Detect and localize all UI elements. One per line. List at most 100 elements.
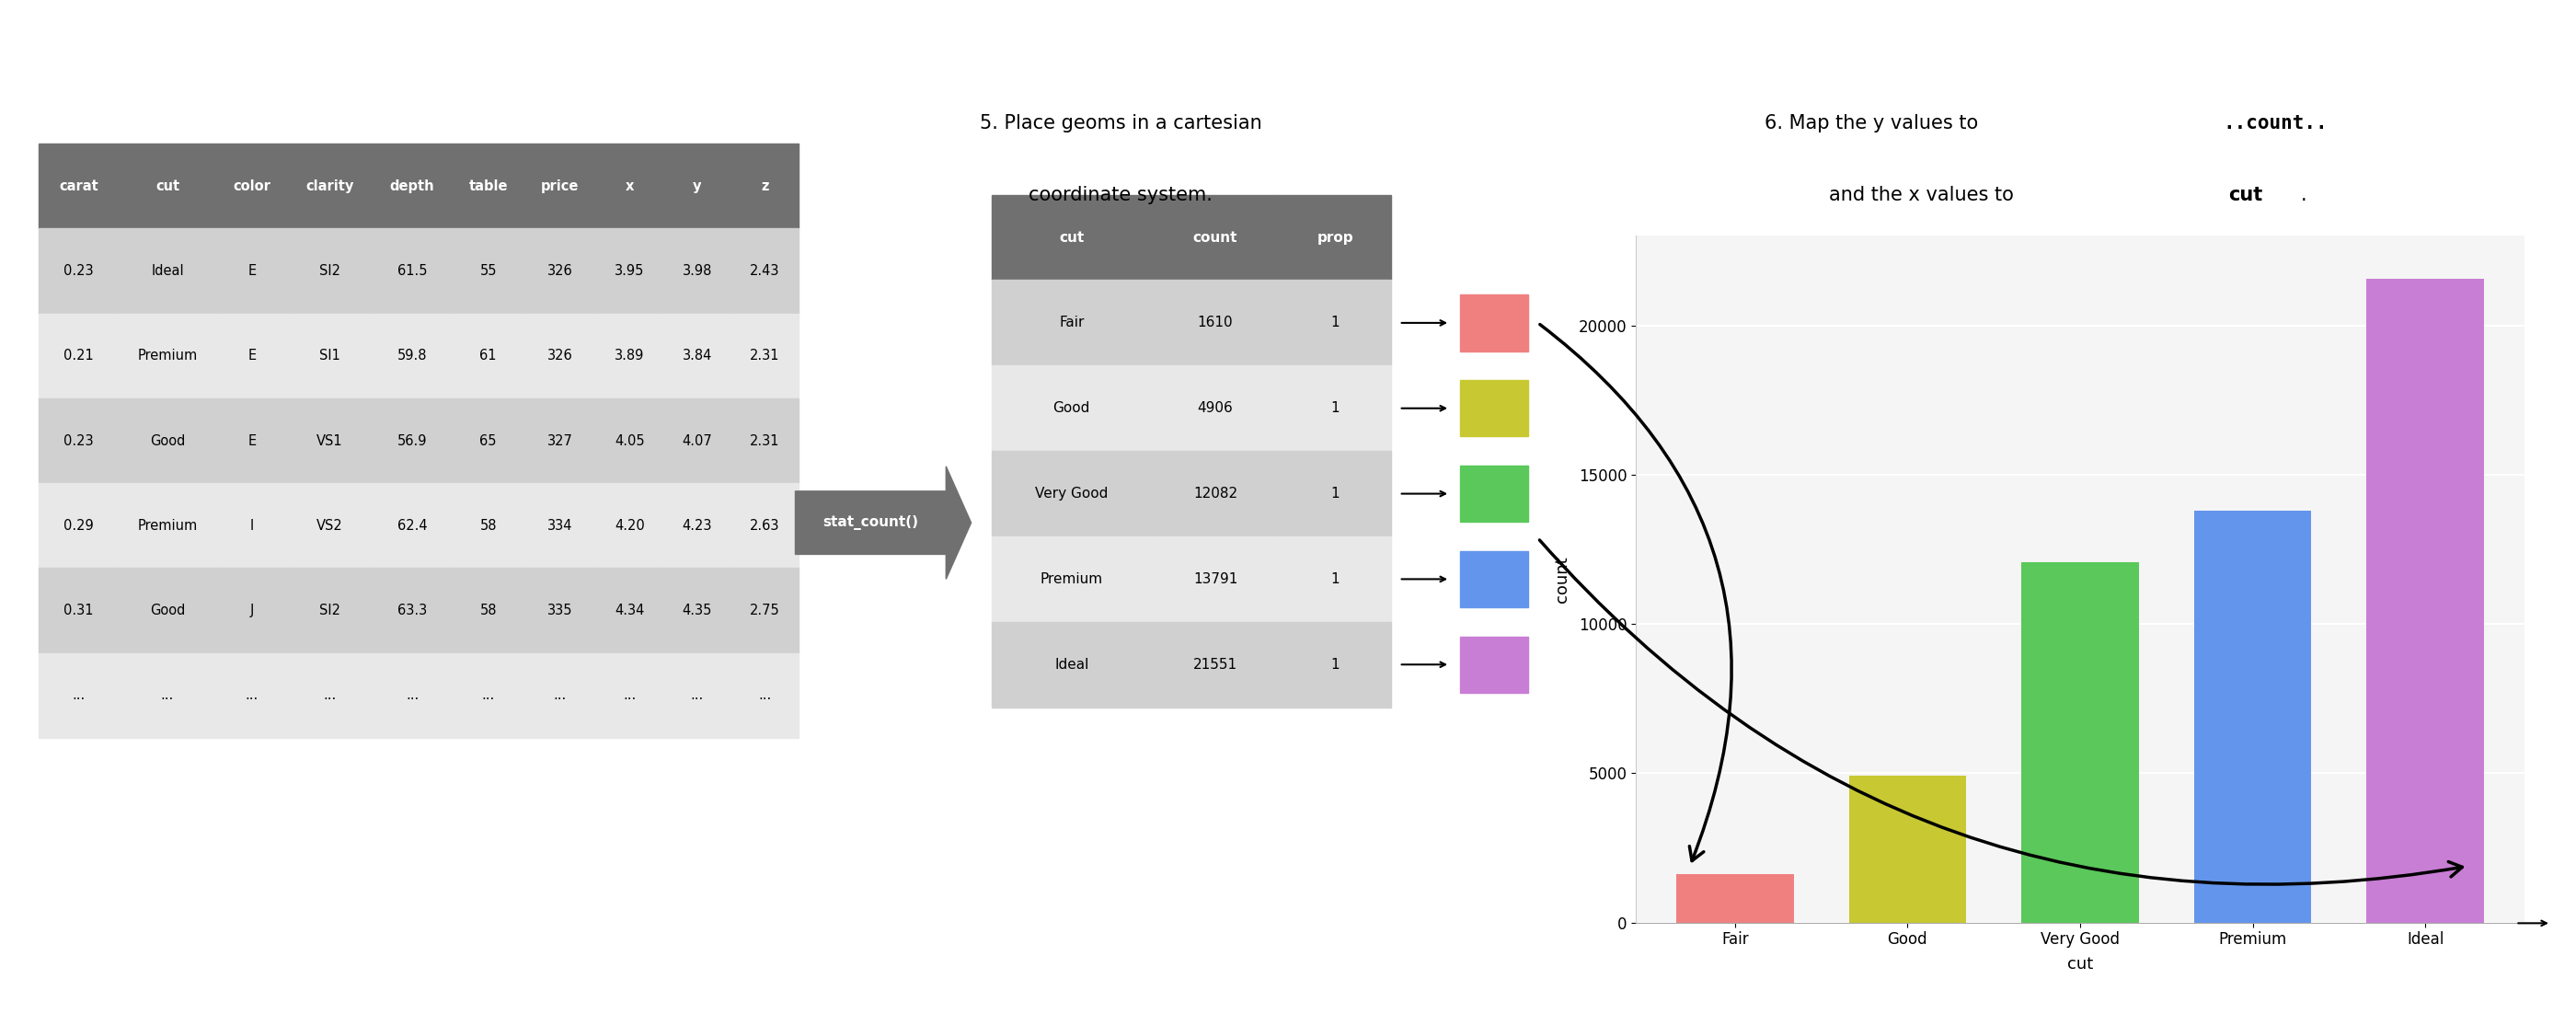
Bar <box>216 399 289 483</box>
Bar <box>992 536 1151 622</box>
Text: 56.9: 56.9 <box>397 434 428 448</box>
Text: 0.31: 0.31 <box>64 604 93 617</box>
Text: 2.43: 2.43 <box>750 264 781 278</box>
Text: 0.29: 0.29 <box>64 519 93 533</box>
Bar <box>523 653 595 738</box>
Text: 55: 55 <box>479 264 497 278</box>
Bar <box>732 399 799 483</box>
Text: 61.5: 61.5 <box>397 264 428 278</box>
Bar <box>992 622 1151 707</box>
Bar <box>665 144 732 229</box>
Bar <box>992 280 1151 366</box>
Text: 2.75: 2.75 <box>750 604 781 617</box>
Text: 63.3: 63.3 <box>397 604 428 617</box>
Text: cut: cut <box>2228 186 2262 204</box>
Text: depth: depth <box>389 179 435 193</box>
Bar <box>453 229 523 314</box>
Bar <box>523 483 595 568</box>
Text: Premium: Premium <box>137 519 198 533</box>
Bar <box>665 568 732 653</box>
Text: ...: ... <box>690 689 703 702</box>
Text: 61: 61 <box>479 349 497 363</box>
Bar <box>595 314 665 399</box>
Bar <box>216 144 289 229</box>
Bar <box>39 144 118 229</box>
Bar <box>732 483 799 568</box>
Bar <box>992 451 1151 536</box>
Text: 335: 335 <box>546 604 572 617</box>
Text: clarity: clarity <box>307 179 353 193</box>
Text: 334: 334 <box>546 519 572 533</box>
Bar <box>665 653 732 738</box>
Bar <box>595 483 665 568</box>
Bar <box>118 568 216 653</box>
Text: ...: ... <box>482 689 495 702</box>
Text: 0.21: 0.21 <box>64 349 93 363</box>
Text: 3.95: 3.95 <box>616 264 644 278</box>
Text: 4906: 4906 <box>1198 402 1234 415</box>
Bar <box>1151 622 1280 707</box>
Bar <box>1677 874 1793 922</box>
Text: 2.31: 2.31 <box>750 434 781 448</box>
Text: Premium: Premium <box>137 349 198 363</box>
Text: SI2: SI2 <box>319 264 340 278</box>
Bar <box>371 314 453 399</box>
Text: Good: Good <box>149 604 185 617</box>
Bar <box>371 653 453 738</box>
Text: 3.84: 3.84 <box>683 349 711 363</box>
Text: 4.23: 4.23 <box>683 519 711 533</box>
Bar <box>523 399 595 483</box>
Bar <box>289 399 371 483</box>
Text: 21551: 21551 <box>1193 658 1236 671</box>
Text: VS2: VS2 <box>317 519 343 533</box>
Text: 58: 58 <box>479 519 497 533</box>
Bar <box>665 483 732 568</box>
Text: SI2: SI2 <box>319 604 340 617</box>
Text: ...: ... <box>554 689 567 702</box>
Bar <box>118 229 216 314</box>
Text: Premium: Premium <box>1041 572 1103 586</box>
Text: 62.4: 62.4 <box>397 519 428 533</box>
Text: color: color <box>232 179 270 193</box>
Text: 59.8: 59.8 <box>397 349 428 363</box>
Text: J: J <box>250 604 255 617</box>
Bar <box>118 483 216 568</box>
Bar <box>118 653 216 738</box>
Bar <box>665 314 732 399</box>
Text: E: E <box>247 349 255 363</box>
Bar <box>732 229 799 314</box>
Text: 1: 1 <box>1332 487 1340 500</box>
Bar <box>39 568 118 653</box>
Bar <box>289 483 371 568</box>
Bar <box>453 399 523 483</box>
Text: 0.23: 0.23 <box>64 264 93 278</box>
Bar <box>289 314 371 399</box>
Text: Fair: Fair <box>1059 316 1084 330</box>
Text: 4.05: 4.05 <box>616 434 644 448</box>
Bar <box>216 568 289 653</box>
Text: price: price <box>541 179 580 193</box>
Bar <box>2022 562 2138 923</box>
Bar <box>2367 279 2483 922</box>
Bar <box>992 366 1151 451</box>
Text: 326: 326 <box>546 349 572 363</box>
Bar <box>732 568 799 653</box>
Bar <box>665 399 732 483</box>
Bar <box>595 399 665 483</box>
Bar <box>289 229 371 314</box>
Text: z: z <box>760 179 768 193</box>
Bar <box>1151 280 1280 366</box>
Text: y: y <box>693 179 701 193</box>
Bar <box>216 314 289 399</box>
Bar <box>371 229 453 314</box>
Text: ...: ... <box>160 689 175 702</box>
Text: 12082: 12082 <box>1193 487 1236 500</box>
Bar <box>118 144 216 229</box>
Text: SI1: SI1 <box>319 349 340 363</box>
Bar <box>523 144 595 229</box>
Text: ...: ... <box>757 689 770 702</box>
Text: Very Good: Very Good <box>1036 487 1108 500</box>
Text: 0.23: 0.23 <box>64 434 93 448</box>
Bar <box>289 568 371 653</box>
Bar <box>595 568 665 653</box>
